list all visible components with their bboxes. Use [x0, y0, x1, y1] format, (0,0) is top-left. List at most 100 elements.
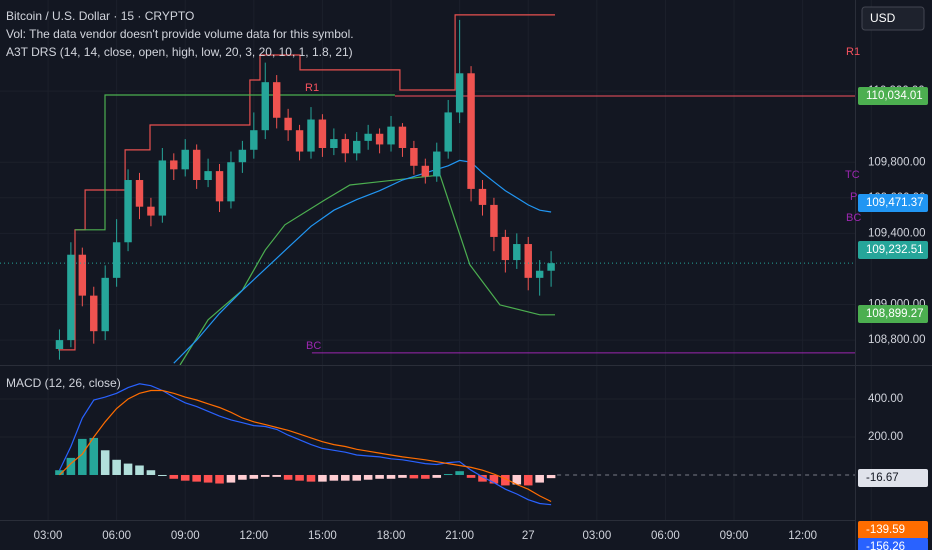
candle-body: [490, 204, 498, 237]
x-tick-label: 09:00: [171, 530, 200, 542]
x-tick-label: 12:00: [239, 530, 268, 542]
candle-body: [112, 242, 121, 278]
candle-body: [513, 244, 521, 261]
histogram-bar: [466, 474, 476, 478]
histogram-bar: [501, 474, 510, 486]
histogram-bar: [352, 474, 362, 481]
candle-body: [250, 130, 258, 150]
price-badge-label: 110,034.01: [866, 90, 923, 102]
y-tick-label: 400.00: [868, 393, 903, 405]
price-badge-label: 108,899.27: [866, 308, 924, 320]
histogram-bar: [272, 474, 281, 477]
candle-body: [387, 126, 395, 145]
histogram-bar: [318, 474, 327, 482]
x-tick-label: 09:00: [720, 530, 749, 542]
candle-body: [524, 244, 532, 278]
candle-body: [227, 162, 235, 202]
candle-body: [330, 139, 338, 148]
histogram-bar: [180, 474, 190, 481]
histogram-bar: [78, 438, 87, 475]
level-label: P: [850, 191, 857, 203]
histogram-bar: [260, 474, 270, 477]
candle-body: [444, 112, 452, 152]
candle-body: [547, 263, 555, 271]
currency-button[interactable]: [861, 6, 925, 31]
x-tick-label: 15:00: [308, 530, 337, 542]
histogram-bar: [55, 470, 64, 475]
candle-body: [261, 82, 269, 131]
histogram-bar: [215, 474, 224, 484]
plot-area: [0, 14, 855, 506]
candle-body: [295, 130, 304, 152]
x-tick-label: 06:00: [102, 530, 131, 542]
level-label: TC: [845, 169, 860, 181]
currency-label[interactable]: USD: [870, 11, 896, 25]
indicator-line: [75, 94, 555, 366]
macd-line: [59, 389, 552, 503]
candle-body: [375, 133, 384, 145]
price-badge: [858, 87, 928, 105]
indicator-legend: A3T DRS (14, 14, close, open, high, low,…: [6, 45, 353, 59]
candle-body: [124, 180, 132, 243]
level-label: R1: [846, 46, 860, 58]
x-tick-label: 06:00: [651, 530, 680, 542]
histogram-bar: [443, 474, 453, 476]
x-tick-label: 21:00: [445, 530, 474, 542]
axis-overlay: 110,200.00109,800.00109,600.00109,400.00…: [34, 85, 928, 550]
price-badge-label: -139.59: [866, 524, 905, 536]
histogram-bar: [66, 457, 76, 475]
price-badge-label: 109,471.37: [866, 197, 924, 209]
candle-body: [158, 160, 167, 216]
candle-body: [284, 117, 292, 131]
price-badge-label: -156.26: [866, 541, 905, 550]
histogram-bar: [123, 463, 133, 475]
candle-body: [410, 147, 418, 166]
histogram-bar: [386, 474, 396, 479]
candle-body: [398, 126, 407, 148]
macd-legend: MACD (12, 26, close): [6, 376, 121, 390]
level-label: R1: [305, 82, 319, 94]
candle-body: [341, 139, 350, 154]
price-badge-label: -16.67: [866, 472, 899, 484]
candle-body: [318, 119, 327, 148]
price-badge: [858, 305, 928, 323]
histogram-bar: [375, 474, 384, 479]
candle-body: [78, 254, 87, 296]
histogram-bar: [146, 470, 156, 475]
candle-body: [215, 171, 224, 202]
x-tick-label: 12:00: [788, 530, 817, 542]
y-tick-label: 200.00: [868, 431, 903, 443]
histogram-bar: [421, 474, 430, 479]
y-tick-label: 109,800.00: [868, 156, 926, 168]
candle-body: [204, 171, 212, 181]
histogram-bar: [409, 474, 419, 479]
histogram-bar: [478, 474, 487, 482]
x-tick-label: 03:00: [582, 530, 611, 542]
indicator-line: [58, 14, 555, 351]
histogram-bar: [432, 474, 442, 478]
histogram-bar: [523, 474, 533, 486]
candle-body: [181, 149, 189, 170]
histogram-bar: [169, 474, 179, 479]
candle-body: [467, 73, 475, 189]
volume-note: Vol: The data vendor doesn't provide vol…: [6, 27, 354, 41]
candle-body: [364, 133, 372, 141]
candle-body: [55, 340, 64, 349]
y-tick-label: 109,400.00: [868, 227, 926, 239]
candle-body: [192, 149, 201, 181]
candle-body: [101, 277, 109, 332]
price-badge: [858, 194, 928, 212]
candle-body: [272, 82, 281, 118]
candle-body: [238, 149, 247, 163]
candle-body: [67, 254, 75, 341]
histogram-bar: [535, 474, 544, 483]
candle-body: [135, 180, 144, 207]
histogram-bar: [89, 437, 99, 475]
histogram-bar: [329, 474, 339, 481]
price-badge-label: 109,232.51: [866, 244, 924, 256]
histogram-bar: [512, 474, 522, 485]
candle-body: [501, 236, 510, 261]
histogram-bar: [112, 459, 121, 475]
